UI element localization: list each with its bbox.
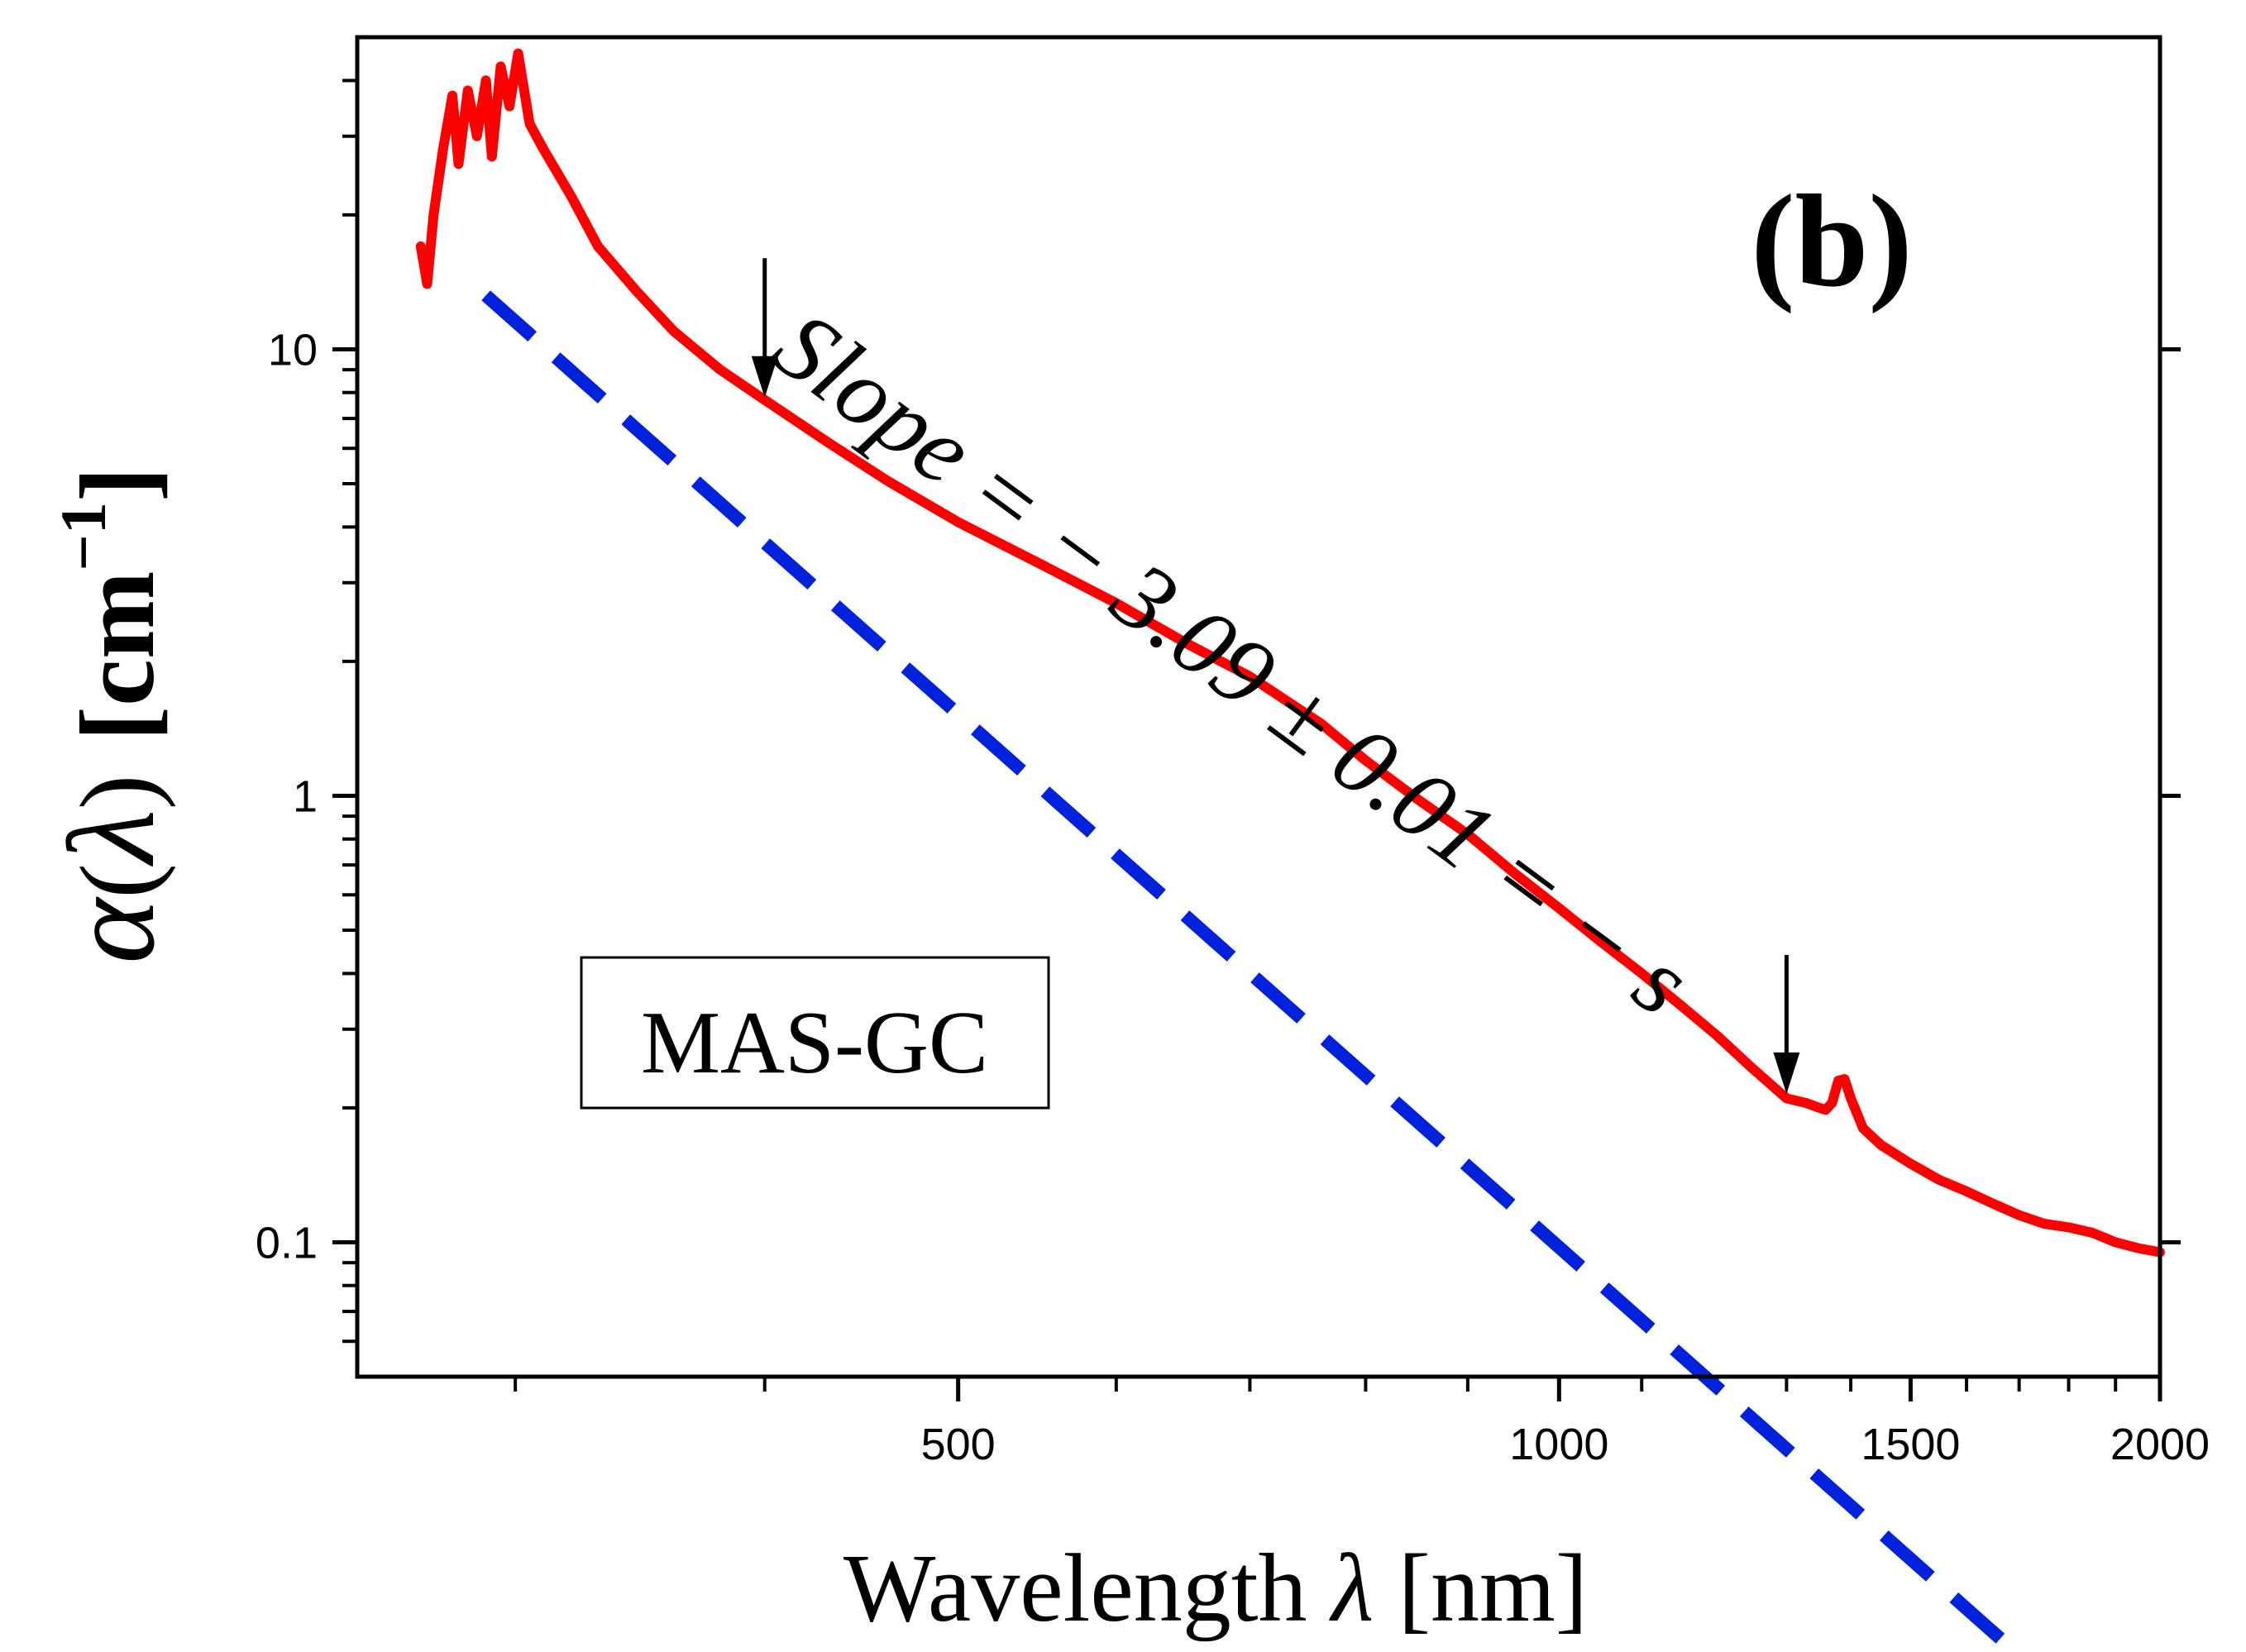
x-tick-label: 1000 <box>1509 1420 1608 1469</box>
plot-frame <box>355 35 2162 1379</box>
x-tick-label: 1500 <box>1861 1420 1960 1469</box>
panel-label: (b) <box>1751 167 1913 314</box>
y-tick-label: 0.1 <box>256 1218 318 1268</box>
fit-line <box>481 290 2026 1652</box>
legend-box <box>580 956 1050 1110</box>
legend-box-label: MAS-GC <box>641 994 988 1092</box>
y-axis-label: α(λ)[cm−1] <box>43 466 180 963</box>
arrow-head <box>1773 1052 1800 1094</box>
x-tick-label: 2000 <box>2110 1420 2210 1469</box>
data-line <box>415 48 2165 1258</box>
y-tick-label: 1 <box>293 771 318 821</box>
x-tick-label: 500 <box>921 1420 996 1469</box>
arrow-head <box>751 356 778 398</box>
y-tick-label: 10 <box>268 325 318 375</box>
x-axis-label: Wavelength λ [nm] <box>843 1534 1588 1642</box>
